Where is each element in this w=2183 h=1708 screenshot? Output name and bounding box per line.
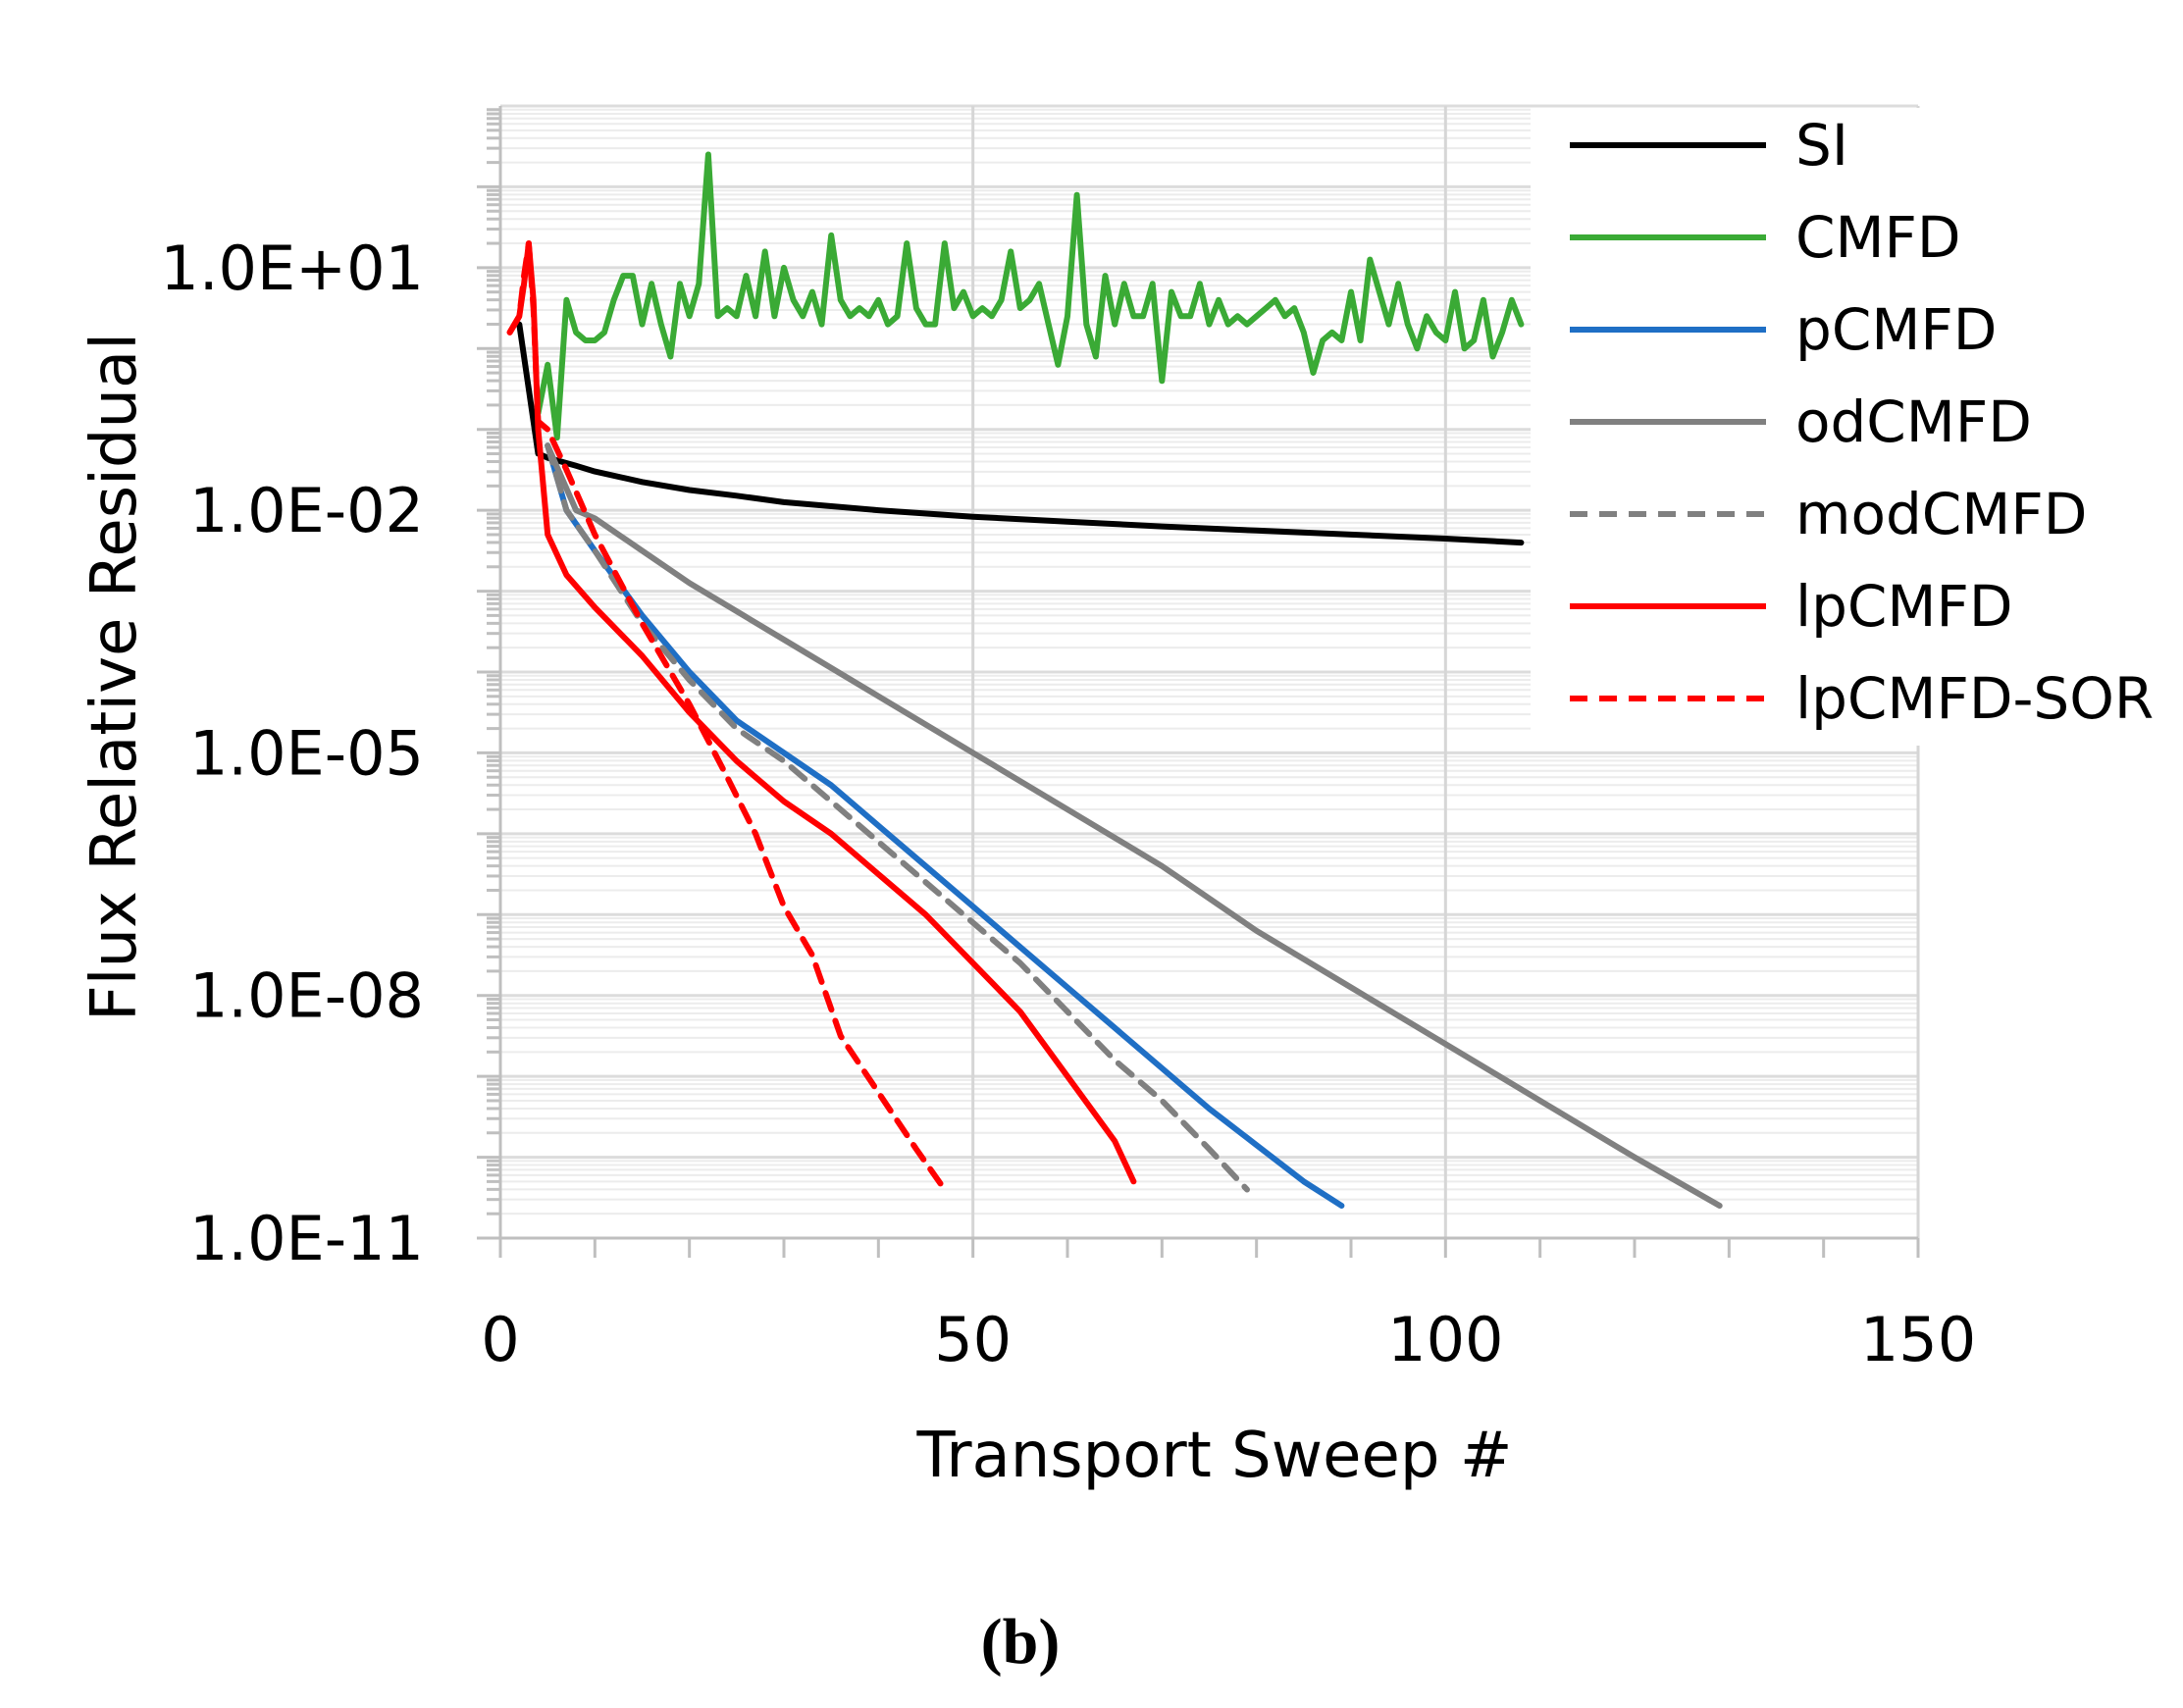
series-line-si: [516, 321, 1525, 546]
series-line-cmfd: [535, 151, 1525, 440]
legend-label: lpCMFD: [1795, 573, 2013, 640]
series-lines: [506, 151, 1723, 1209]
figure-caption: (b): [981, 1606, 1061, 1678]
x-tick-label: 0: [481, 1304, 519, 1375]
legend-label: CMFD: [1795, 204, 1961, 271]
y-tick-label: 1.0E-11: [189, 1203, 424, 1274]
y-tick-label: 1.0E-08: [189, 960, 424, 1032]
series-line-pcmfd: [545, 442, 1345, 1209]
x-tick-label: 50: [934, 1304, 1012, 1375]
legend-box: [1531, 108, 2178, 746]
y-tick-label: 1.0E-02: [189, 475, 424, 546]
legend-label: odCMFD: [1795, 388, 2032, 455]
series-line-odcmfd: [545, 442, 1723, 1209]
legend-label: lpCMFD-SOR: [1795, 665, 2154, 732]
x-tick-label: 150: [1860, 1304, 1976, 1375]
x-axis-title: Transport Sweep #: [916, 1420, 1513, 1492]
y-tick-label: 1.0E-05: [189, 717, 424, 789]
x-tick-label: 100: [1387, 1304, 1503, 1375]
legend-label: modCMFD: [1795, 481, 2087, 547]
series-line-lpcmfd-sor: [506, 240, 948, 1193]
legend-label: pCMFD: [1795, 296, 1997, 363]
y-axis-title: Flux Relative Residual: [78, 333, 151, 1021]
y-tick-label: 1.0E+01: [160, 233, 424, 304]
axes: 0 50 100 150 1.0E+01 1.0E-02 1.0E-05 1.0E-08 1.0…: [160, 106, 1976, 1375]
legend: SI CMFD pCMFD odCMFD modCMFD lpCMFD lpCMFD-SOR: [1531, 108, 2178, 746]
series-line-lpcmfd: [506, 240, 1137, 1185]
legend-label: SI: [1795, 112, 1848, 179]
